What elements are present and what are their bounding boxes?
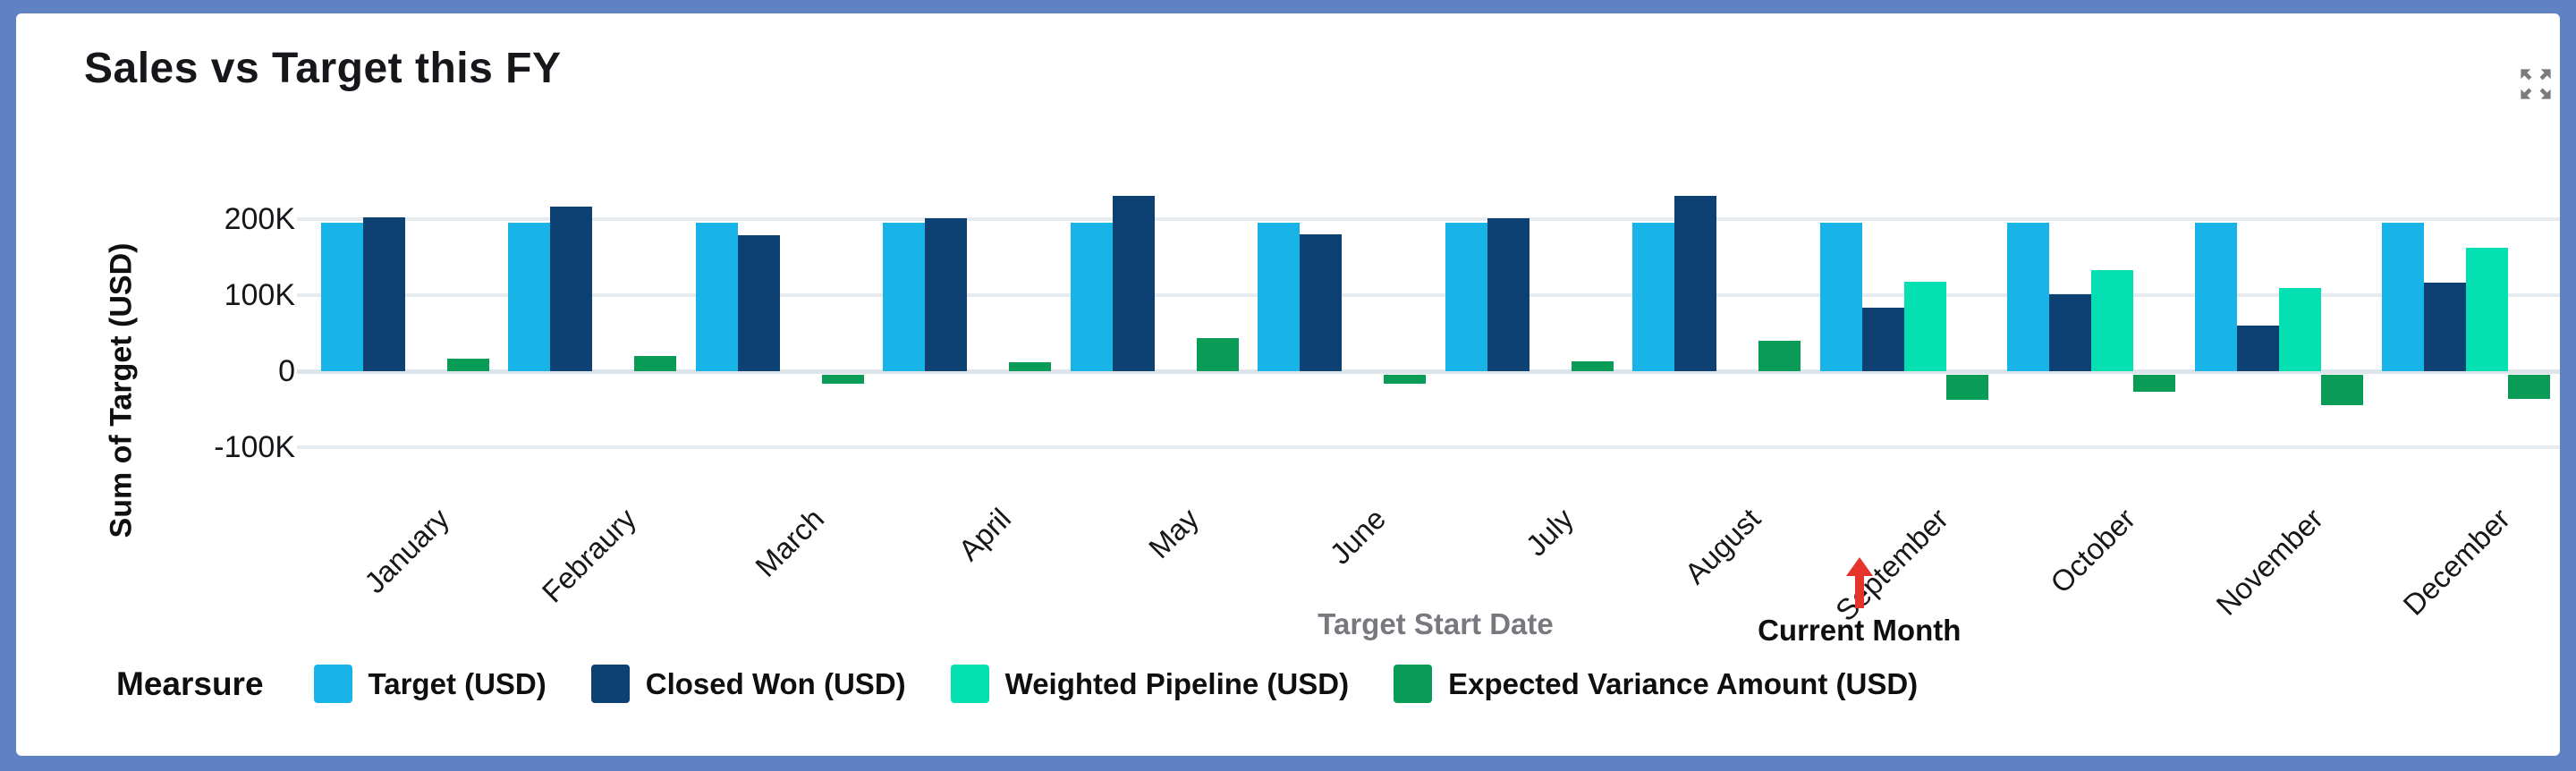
bar-expected-variance-amount-usd-febraury[interactable] (634, 356, 677, 371)
bar-expected-variance-amount-usd-october[interactable] (2133, 375, 2176, 392)
expand-widget-button[interactable] (2517, 65, 2555, 103)
bar-target-usd-may[interactable] (1070, 223, 1113, 371)
up-arrow-icon (1845, 557, 1873, 576)
bar-expected-variance-amount-usd-may[interactable] (1196, 338, 1239, 371)
y-axis-title: Sum of Target (USD) (104, 242, 139, 538)
bar-weighted-pipeline-usd-december[interactable] (2466, 248, 2509, 371)
legend-label-weighted-pipeline-usd: Weighted Pipeline (USD) (1004, 666, 1350, 700)
legend-label-closed-won-usd: Closed Won (USD) (645, 666, 906, 700)
bar-expected-variance-amount-usd-august[interactable] (1758, 341, 1801, 371)
chart-title: Sales vs Target this FY (84, 45, 562, 92)
bar-closed-won-usd-july[interactable] (1487, 218, 1530, 371)
bar-closed-won-usd-january[interactable] (362, 217, 405, 371)
bar-closed-won-usd-december[interactable] (2424, 282, 2467, 371)
expand-icon (2521, 69, 2551, 99)
bar-expected-variance-amount-usd-december[interactable] (2508, 375, 2551, 399)
y-tick-label-0: 0 (278, 354, 295, 388)
legend: Mearsure Target (USD) Closed Won (USD) Wei… (116, 665, 1918, 703)
y-tick-label-100k: 100K (224, 278, 295, 312)
gridline-100k (297, 445, 2560, 449)
legend-title: Mearsure (116, 665, 264, 702)
bar-closed-won-usd-september[interactable] (1861, 307, 1904, 371)
bar-weighted-pipeline-usd-november[interactable] (2278, 287, 2321, 371)
bar-closed-won-usd-october[interactable] (2049, 294, 2092, 371)
bar-closed-won-usd-august[interactable] (1674, 195, 1717, 371)
legend-label-expected-variance-amount-usd: Expected Variance Amount (USD) (1448, 666, 1919, 700)
y-tick-label-200k: 200K (224, 202, 295, 236)
x-axis-title: Target Start Date (1318, 607, 1554, 640)
current-month-annotation: Current Month (1707, 557, 2012, 648)
bar-weighted-pipeline-usd-september[interactable] (1903, 281, 1946, 371)
bar-target-usd-june[interactable] (1258, 223, 1301, 371)
bar-target-usd-december[interactable] (2382, 223, 2425, 371)
bar-target-usd-september[interactable] (1819, 223, 1862, 371)
plot-area (297, 179, 2560, 487)
legend-item-weighted-pipeline-usd[interactable]: Weighted Pipeline (USD) (950, 665, 1350, 703)
bar-closed-won-usd-may[interactable] (1112, 195, 1155, 371)
bar-target-usd-january[interactable] (320, 223, 363, 371)
legend-item-closed-won-usd[interactable]: Closed Won (USD) (590, 665, 906, 703)
legend-item-target-usd[interactable]: Target (USD) (313, 665, 547, 703)
bar-target-usd-november[interactable] (2194, 223, 2237, 371)
bar-target-usd-july[interactable] (1445, 223, 1487, 371)
bar-expected-variance-amount-usd-june[interactable] (1384, 375, 1427, 385)
gridline-100k (297, 293, 2560, 297)
gridline-zero (297, 369, 2560, 374)
bar-target-usd-march[interactable] (695, 223, 738, 371)
bar-closed-won-usd-june[interactable] (1300, 234, 1343, 371)
legend-swatch-closed-won-usd (590, 665, 630, 703)
bar-closed-won-usd-november[interactable] (2236, 326, 2279, 371)
legend-swatch-target-usd (313, 665, 352, 703)
bar-target-usd-october[interactable] (2007, 223, 2050, 371)
gridline-200k (297, 217, 2560, 221)
up-arrow-shaft (1854, 576, 1864, 608)
legend-swatch-weighted-pipeline-usd (950, 665, 989, 703)
bar-closed-won-usd-march[interactable] (737, 234, 780, 371)
bar-expected-variance-amount-usd-july[interactable] (1571, 360, 1614, 371)
bar-target-usd-august[interactable] (1632, 223, 1675, 371)
bar-expected-variance-amount-usd-january[interactable] (446, 359, 489, 371)
bar-weighted-pipeline-usd-october[interactable] (2091, 269, 2134, 371)
bar-closed-won-usd-april[interactable] (925, 218, 968, 371)
bar-expected-variance-amount-usd-november[interactable] (2320, 375, 2363, 406)
annotation-label: Current Month (1758, 614, 1962, 647)
legend-item-expected-variance-amount-usd[interactable]: Expected Variance Amount (USD) (1394, 665, 1918, 703)
bar-expected-variance-amount-usd-april[interactable] (1009, 361, 1052, 371)
bar-closed-won-usd-febraury[interactable] (550, 207, 593, 371)
y-tick-label-100k: -100K (214, 430, 295, 464)
y-axis-ticks: 200K 100K 0 -100K (141, 13, 295, 756)
legend-swatch-expected-variance-amount-usd (1394, 665, 1433, 703)
legend-label-target-usd: Target (USD) (368, 666, 547, 700)
bar-expected-variance-amount-usd-september[interactable] (1945, 375, 1988, 401)
chart-card: Sales vs Target this FY Sum of Target (U… (16, 13, 2560, 756)
bar-target-usd-april[interactable] (883, 223, 926, 371)
bar-target-usd-febraury[interactable] (508, 223, 551, 371)
bar-expected-variance-amount-usd-march[interactable] (821, 375, 864, 385)
